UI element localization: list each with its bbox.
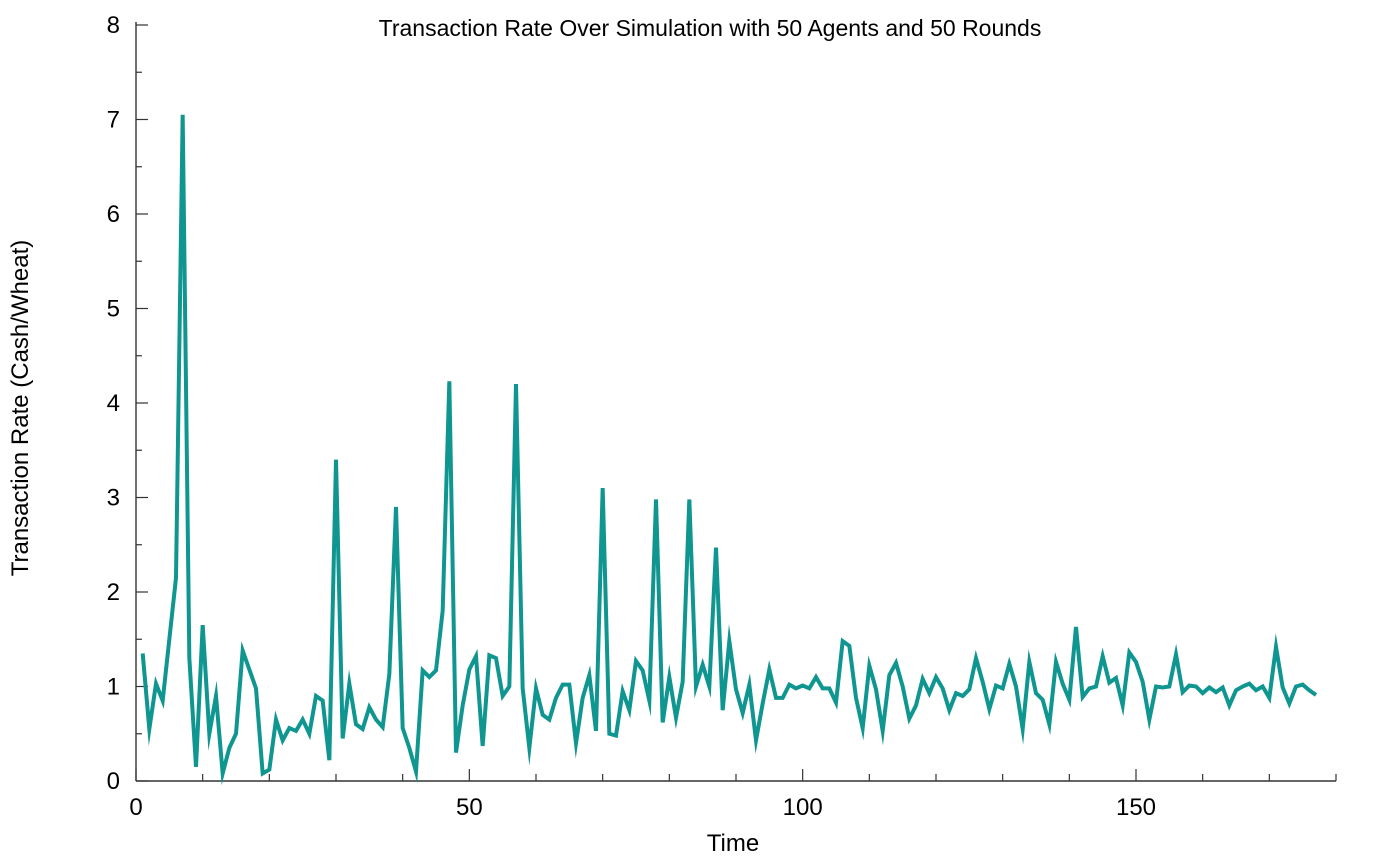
y-tick-label: 1 [107, 674, 120, 701]
x-tick-label: 0 [129, 794, 142, 821]
chart-title: Transaction Rate Over Simulation with 50… [379, 15, 1042, 41]
y-tick-label: 5 [107, 296, 120, 323]
y-tick-label: 2 [107, 579, 120, 606]
ticks: 0 1 2 3 4 5 6 7 8 0 50 100 150 [107, 12, 1337, 821]
series-layer [140, 114, 1318, 786]
y-tick-label: 6 [107, 201, 120, 228]
series-line [140, 114, 1318, 786]
x-axis-label: Time [707, 830, 759, 857]
axes [135, 22, 1336, 782]
x-tick-label: 50 [456, 794, 483, 821]
y-tick-label: 3 [107, 485, 120, 512]
y-axis-label: Transaction Rate (Cash/Wheat) [7, 240, 34, 577]
x-tick-label: 100 [783, 794, 823, 821]
y-tick-label: 0 [107, 768, 120, 795]
y-tick-label: 7 [107, 107, 120, 134]
y-tick-label: 4 [107, 390, 120, 417]
x-tick-label: 150 [1116, 794, 1156, 821]
y-tick-label: 8 [107, 12, 120, 39]
